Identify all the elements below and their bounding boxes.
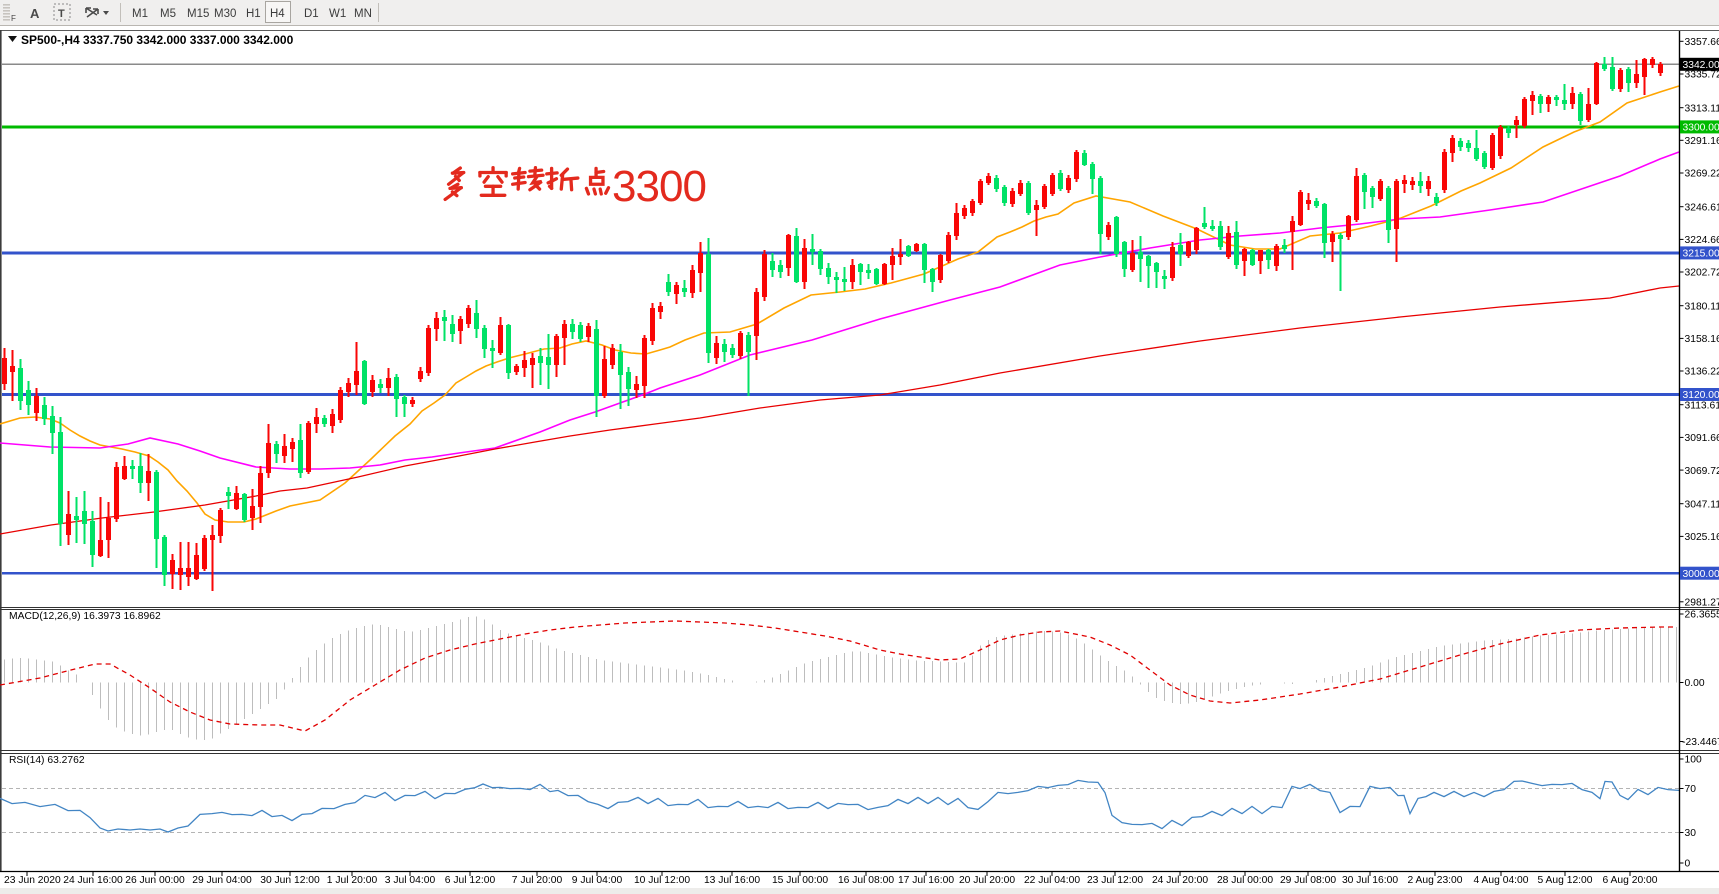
svg-text:3215.00: 3215.00 <box>1683 249 1719 260</box>
svg-text:2 Aug 23:00: 2 Aug 23:00 <box>1408 875 1463 886</box>
svg-text:15 Jul 00:00: 15 Jul 00:00 <box>772 875 828 886</box>
svg-text:F: F <box>11 14 16 23</box>
svg-text:3047.11: 3047.11 <box>1685 499 1719 510</box>
svg-text:3342.00: 3342.00 <box>1683 60 1719 71</box>
svg-text:4 Aug 04:00: 4 Aug 04:00 <box>1474 875 1529 886</box>
svg-text:100: 100 <box>1685 755 1702 766</box>
svg-text:6 Aug 20:00: 6 Aug 20:00 <box>1603 875 1658 886</box>
svg-text:0.00: 0.00 <box>1685 678 1705 689</box>
svg-text:H1: H1 <box>246 8 261 20</box>
svg-text:D1: D1 <box>304 8 319 20</box>
svg-text:24 Jul 20:00: 24 Jul 20:00 <box>1152 875 1208 886</box>
svg-text:3069.72: 3069.72 <box>1685 466 1719 477</box>
svg-text:7 Jul 20:00: 7 Jul 20:00 <box>512 875 563 886</box>
svg-text:22 Jul 04:00: 22 Jul 04:00 <box>1024 875 1080 886</box>
svg-text:5 Aug 12:00: 5 Aug 12:00 <box>1538 875 1593 886</box>
svg-text:6 Jul 12:00: 6 Jul 12:00 <box>445 875 496 886</box>
svg-text:3291.16: 3291.16 <box>1685 136 1719 147</box>
svg-text:26 Jun 00:00: 26 Jun 00:00 <box>125 875 185 886</box>
svg-text:3158.16: 3158.16 <box>1685 334 1719 345</box>
svg-text:3000.00: 3000.00 <box>1683 569 1719 580</box>
svg-text:29 Jul 08:00: 29 Jul 08:00 <box>1280 875 1336 886</box>
svg-text:H4: H4 <box>270 8 285 20</box>
svg-text:3 Jul 04:00: 3 Jul 04:00 <box>385 875 436 886</box>
svg-text:MN: MN <box>354 8 372 20</box>
svg-text:23 Jul 12:00: 23 Jul 12:00 <box>1087 875 1143 886</box>
svg-text:M15: M15 <box>187 8 209 20</box>
svg-text:3202.72: 3202.72 <box>1685 268 1719 279</box>
svg-text:3091.66: 3091.66 <box>1685 433 1719 444</box>
svg-text:3335.72: 3335.72 <box>1685 70 1719 81</box>
svg-text:30: 30 <box>1685 828 1697 839</box>
svg-text:-23.4467: -23.4467 <box>1682 737 1719 748</box>
svg-text:T: T <box>58 8 65 20</box>
svg-text:16 Jul 08:00: 16 Jul 08:00 <box>838 875 894 886</box>
svg-text:3313.11: 3313.11 <box>1685 103 1719 114</box>
svg-text:A: A <box>30 6 40 21</box>
svg-text:70: 70 <box>1685 784 1697 795</box>
svg-text:3300: 3300 <box>612 162 707 211</box>
svg-text:3025.16: 3025.16 <box>1685 532 1719 543</box>
svg-text:3113.61: 3113.61 <box>1685 400 1719 411</box>
svg-text:W1: W1 <box>329 8 346 20</box>
svg-text:M5: M5 <box>160 8 176 20</box>
svg-text:3120.00: 3120.00 <box>1683 390 1719 401</box>
svg-text:3357.66: 3357.66 <box>1685 37 1719 48</box>
svg-text:3180.11: 3180.11 <box>1685 301 1719 312</box>
svg-text:M1: M1 <box>132 8 148 20</box>
svg-text:M30: M30 <box>214 8 236 20</box>
svg-text:20 Jul 20:00: 20 Jul 20:00 <box>959 875 1015 886</box>
svg-text:0: 0 <box>1685 859 1691 870</box>
svg-text:3136.22: 3136.22 <box>1685 367 1719 378</box>
svg-text:3246.61: 3246.61 <box>1685 202 1719 213</box>
svg-text:26.3655: 26.3655 <box>1685 610 1719 621</box>
svg-text:3224.66: 3224.66 <box>1685 235 1719 246</box>
svg-text:10 Jul 12:00: 10 Jul 12:00 <box>634 875 690 886</box>
svg-text:2981.27: 2981.27 <box>1685 598 1719 609</box>
svg-text:24 Jun 16:00: 24 Jun 16:00 <box>63 875 123 886</box>
svg-text:RSI(14) 63.2762: RSI(14) 63.2762 <box>9 755 85 766</box>
svg-text:MACD(12,26,9) 16.3973 16.8962: MACD(12,26,9) 16.3973 16.8962 <box>9 611 161 622</box>
svg-text:3269.22: 3269.22 <box>1685 169 1719 180</box>
svg-text:9 Jul 04:00: 9 Jul 04:00 <box>572 875 623 886</box>
svg-text:13 Jul 16:00: 13 Jul 16:00 <box>704 875 760 886</box>
svg-text:29 Jun 04:00: 29 Jun 04:00 <box>192 875 252 886</box>
svg-text:3300.00: 3300.00 <box>1683 123 1719 134</box>
svg-text:28 Jul 00:00: 28 Jul 00:00 <box>1217 875 1273 886</box>
svg-text:SP500-,H4 3337.750 3342.000 3: SP500-,H4 3337.750 3342.000 3337.000 334… <box>21 33 294 47</box>
svg-text:1 Jul 20:00: 1 Jul 20:00 <box>327 875 378 886</box>
svg-text:30 Jul 16:00: 30 Jul 16:00 <box>1342 875 1398 886</box>
svg-text:17 Jul 16:00: 17 Jul 16:00 <box>898 875 954 886</box>
svg-text:23 Jun 2020: 23 Jun 2020 <box>4 875 61 886</box>
svg-text:30 Jun 12:00: 30 Jun 12:00 <box>260 875 320 886</box>
